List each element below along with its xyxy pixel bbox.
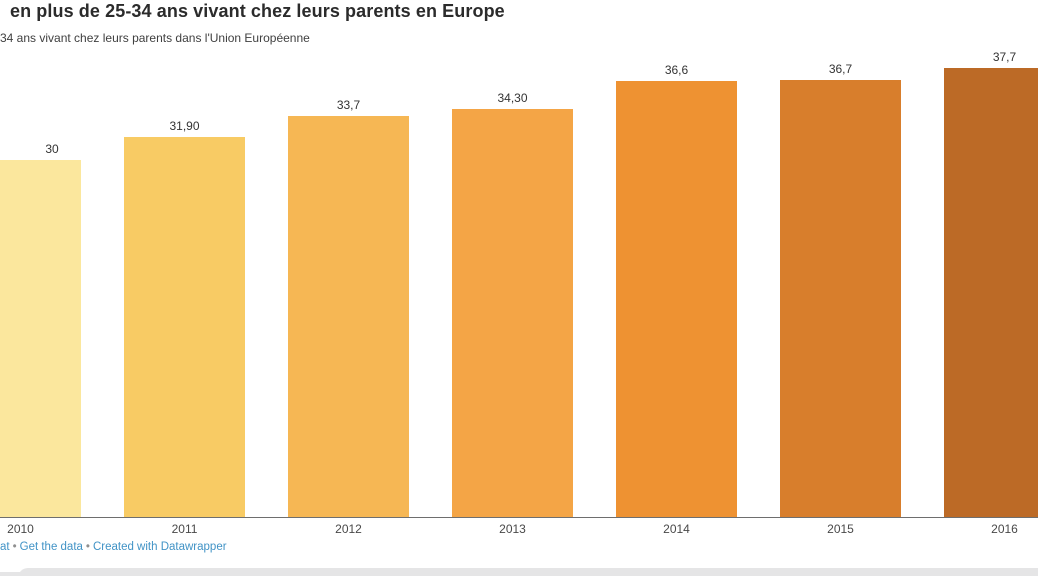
bar-2011: [124, 137, 245, 518]
value-label-2012: 33,7: [336, 98, 361, 112]
x-tick-label-2011: 2011: [171, 522, 198, 536]
value-label-2013: 34,30: [497, 91, 528, 105]
bar-2016: [944, 68, 1038, 518]
chart-subtitle: -34 ans vivant chez leurs parents dans l…: [0, 31, 310, 45]
bar-2012: [288, 116, 409, 518]
below-embed-edge: [18, 568, 1038, 576]
below-embed-edge: [0, 572, 24, 576]
x-tick-label-2016: 2016: [991, 522, 1018, 536]
x-tick-label-2014: 2014: [663, 522, 690, 536]
x-axis-line: [0, 517, 1038, 518]
value-label-2011: 31,90: [169, 119, 200, 133]
bar-2013: [452, 109, 573, 518]
value-label-2015: 36,7: [828, 62, 853, 76]
x-tick-label-2015: 2015: [827, 522, 854, 536]
bar-2014: [616, 81, 737, 518]
chart-title: en plus de 25-34 ans vivant chez leurs p…: [10, 1, 505, 21]
x-tick-label-2013: 2013: [499, 522, 526, 536]
bar-2015: [780, 80, 901, 518]
x-tick-label-2012: 2012: [335, 522, 362, 536]
footer-separator: •: [12, 541, 17, 553]
value-label-2010: 30: [45, 142, 59, 156]
value-label-2016: 37,7: [992, 50, 1017, 64]
value-label-2014: 36,6: [664, 63, 689, 77]
chart-footer: at • Get the data • Created with Datawrapper: [0, 541, 227, 553]
datawrapper-credit-link[interactable]: Created with Datawrapper: [92, 541, 227, 553]
footer-separator: •: [85, 541, 90, 553]
get-the-data-link[interactable]: Get the data: [19, 541, 83, 553]
source-link-partial[interactable]: at: [0, 541, 10, 553]
bar-2010: [0, 160, 81, 518]
x-tick-label-2010: 2010: [7, 522, 34, 536]
